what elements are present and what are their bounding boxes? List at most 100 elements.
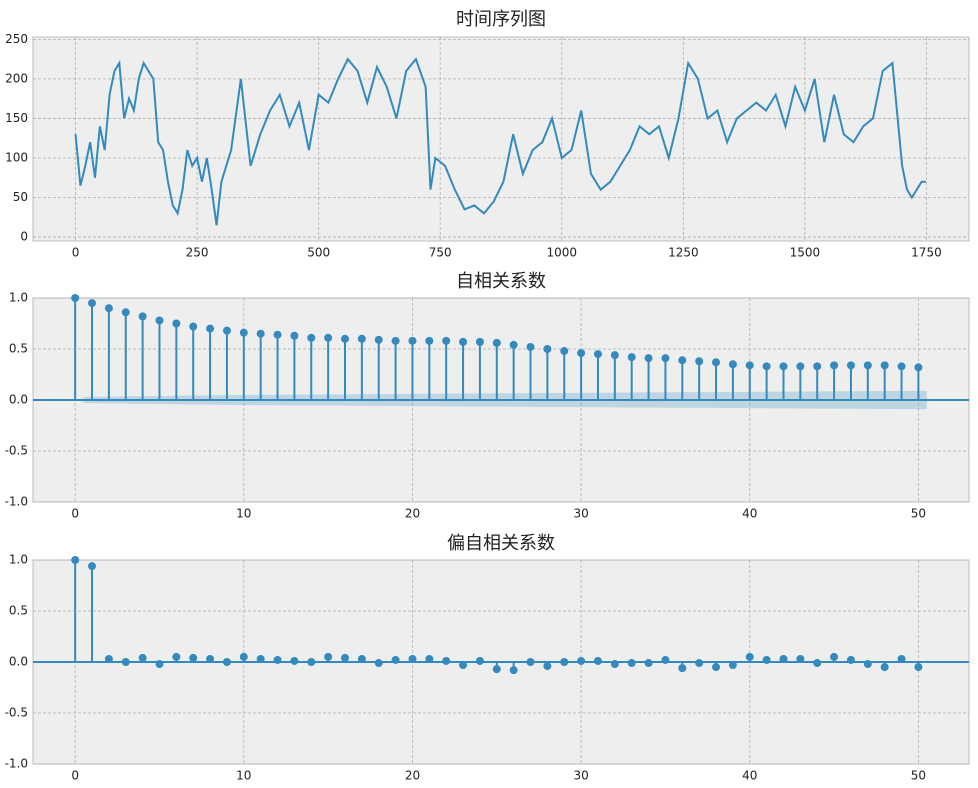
stem-marker	[644, 354, 653, 363]
stem-marker	[678, 356, 687, 365]
y-tick-label: 100	[5, 150, 28, 164]
stem-marker	[239, 652, 248, 661]
stem-marker	[526, 342, 535, 351]
stem-marker	[155, 316, 164, 325]
stem-marker	[712, 663, 721, 672]
stem-marker	[206, 324, 215, 333]
stem-marker	[543, 345, 552, 353]
stem-marker	[745, 361, 754, 370]
stem-marker	[830, 652, 839, 661]
y-tick-label: -0.5	[5, 706, 28, 720]
x-tick-label: 50	[911, 769, 926, 783]
y-tick-label: 50	[13, 190, 28, 204]
stem-marker	[712, 358, 721, 367]
stem-marker	[408, 336, 417, 345]
y-tick-label: 1.0	[9, 553, 28, 567]
x-tick-label: 0	[72, 246, 80, 260]
x-tick-label: 50	[911, 507, 926, 521]
stem-marker	[290, 656, 299, 665]
stem-marker	[846, 655, 855, 664]
x-tick-label: 1750	[911, 246, 942, 260]
stem-marker	[897, 362, 906, 371]
stem-marker	[374, 335, 383, 344]
stem-marker	[374, 659, 383, 668]
stem-marker	[543, 662, 552, 671]
stem-marker	[695, 659, 704, 668]
x-tick-label: 30	[573, 507, 588, 521]
stem-marker	[442, 336, 451, 345]
stem-marker	[880, 361, 889, 370]
y-tick-label: -1.0	[5, 757, 28, 771]
stem-marker	[796, 654, 805, 663]
stem-marker	[610, 660, 619, 669]
stem-marker	[560, 347, 569, 356]
stem-marker	[509, 340, 518, 349]
x-tick-label: 20	[405, 769, 420, 783]
chart-title: 偏自相关系数	[447, 533, 555, 554]
stem-marker	[475, 337, 484, 346]
x-tick-label: 20	[405, 507, 420, 521]
stem-marker	[121, 308, 130, 317]
stem-marker	[728, 360, 737, 369]
stem-marker	[104, 304, 113, 313]
stem-marker	[71, 556, 80, 564]
stem-marker	[813, 659, 822, 668]
stem-marker	[155, 660, 164, 669]
stem-marker	[577, 349, 586, 358]
stem-marker	[627, 659, 636, 668]
stem-marker	[256, 654, 265, 663]
chart-title: 自相关系数	[456, 271, 546, 292]
stem-marker	[172, 319, 181, 328]
stem-marker	[408, 654, 417, 663]
stem-marker	[593, 656, 602, 665]
stem-marker	[206, 654, 215, 663]
stem-marker	[627, 353, 636, 362]
stem-marker	[678, 664, 687, 673]
stem-marker	[138, 312, 147, 321]
stem-marker	[273, 655, 282, 664]
stem-marker	[661, 655, 670, 664]
stem-marker	[256, 329, 265, 338]
stem-marker	[341, 653, 349, 662]
stem-marker	[475, 656, 484, 665]
stem-marker	[222, 658, 231, 666]
stem-marker	[88, 299, 97, 308]
stem-marker	[357, 654, 366, 663]
panel: 时间序列图 0 250 500 750 1000 1250 1500 1750 0 50 100 150…	[5, 9, 970, 260]
y-tick-label: 0.0	[9, 655, 28, 669]
stem-marker	[391, 655, 400, 664]
stem-marker	[189, 322, 198, 331]
stem-marker	[442, 656, 451, 665]
stem-marker	[71, 294, 80, 302]
x-tick-label: 40	[742, 769, 757, 783]
y-tick-label: 0.5	[9, 604, 28, 618]
stem-marker	[357, 334, 366, 343]
x-tick-label: 10	[236, 769, 251, 783]
stem-marker	[492, 338, 501, 347]
stem-marker	[425, 336, 434, 345]
stem-marker	[610, 351, 619, 360]
stem-marker	[745, 652, 754, 661]
stem-marker	[121, 658, 130, 666]
plot-area	[32, 36, 970, 242]
stem-marker	[138, 653, 147, 662]
stem-marker	[307, 658, 316, 666]
y-tick-label: 250	[5, 32, 28, 46]
stem-marker	[526, 658, 535, 666]
panel: 自相关系数 0 10 20 30 40 50 1.0 0.5 0.0 -0.5 -1.0	[5, 271, 970, 521]
stem-marker	[172, 652, 181, 661]
stem-marker	[492, 665, 501, 674]
y-tick-label: 0.0	[9, 393, 28, 407]
y-tick-label: 0	[20, 230, 28, 244]
stem-marker	[897, 654, 906, 663]
stem-marker	[459, 337, 468, 346]
stem-marker	[88, 562, 97, 571]
stem-marker	[560, 658, 569, 666]
stem-marker	[273, 330, 282, 339]
y-tick-label: 150	[5, 111, 28, 125]
series-line	[74, 57, 926, 226]
x-tick-label: 40	[742, 507, 757, 521]
x-tick-label: 0	[71, 769, 79, 783]
stem-marker	[846, 361, 855, 370]
